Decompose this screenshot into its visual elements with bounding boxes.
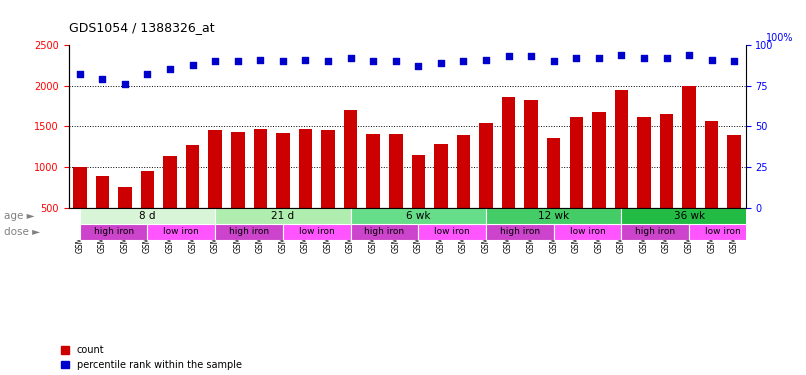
Point xyxy=(592,55,605,61)
Bar xyxy=(592,112,605,207)
Text: high iron: high iron xyxy=(229,227,269,236)
Point xyxy=(683,52,696,58)
Bar xyxy=(164,156,177,207)
Legend: count, percentile rank within the sample: count, percentile rank within the sample xyxy=(61,345,242,370)
Bar xyxy=(486,207,621,224)
Point xyxy=(344,55,357,61)
Bar xyxy=(147,224,215,240)
Bar xyxy=(80,224,147,240)
Text: high iron: high iron xyxy=(364,227,405,236)
Point xyxy=(412,63,425,69)
Point xyxy=(638,55,650,61)
Bar xyxy=(547,138,560,207)
Bar xyxy=(525,100,538,207)
Point xyxy=(502,53,515,59)
Text: 36 wk: 36 wk xyxy=(674,211,704,220)
Point xyxy=(231,58,244,64)
Bar xyxy=(96,176,109,207)
Bar xyxy=(457,135,470,207)
Bar xyxy=(141,171,154,207)
Text: 21 d: 21 d xyxy=(272,211,294,220)
Text: 6 wk: 6 wk xyxy=(406,211,430,220)
Text: dose ►: dose ► xyxy=(4,227,40,237)
Point xyxy=(254,57,267,63)
Text: high iron: high iron xyxy=(500,227,540,236)
Point xyxy=(525,53,538,59)
Bar xyxy=(689,224,757,240)
Bar xyxy=(615,90,628,207)
Bar xyxy=(73,167,86,207)
Point xyxy=(73,71,86,77)
Text: high iron: high iron xyxy=(93,227,134,236)
Bar xyxy=(480,123,492,207)
Text: GDS1054 / 1388326_at: GDS1054 / 1388326_at xyxy=(69,21,214,34)
Bar xyxy=(638,117,650,207)
Point xyxy=(322,58,334,64)
Text: high iron: high iron xyxy=(635,227,675,236)
Point xyxy=(367,58,380,64)
Point xyxy=(186,62,199,68)
Text: low iron: low iron xyxy=(570,227,605,236)
Bar xyxy=(434,144,447,207)
Point xyxy=(209,58,222,64)
Point xyxy=(728,58,741,64)
Bar xyxy=(486,224,554,240)
Bar xyxy=(683,86,696,207)
Bar xyxy=(186,145,199,207)
Point xyxy=(480,57,492,63)
Bar xyxy=(209,129,222,207)
Bar xyxy=(389,134,402,207)
Bar xyxy=(276,133,289,207)
Bar xyxy=(412,154,425,207)
Point xyxy=(299,57,312,63)
Bar xyxy=(660,114,673,207)
Text: low iron: low iron xyxy=(299,227,334,236)
Point xyxy=(547,58,560,64)
Bar xyxy=(80,207,215,224)
Bar xyxy=(215,224,283,240)
Bar xyxy=(418,224,486,240)
Point xyxy=(276,58,289,64)
Bar xyxy=(728,135,741,207)
Point xyxy=(141,71,154,77)
Bar xyxy=(344,110,357,207)
Y-axis label: 100%: 100% xyxy=(766,33,793,44)
Point xyxy=(389,58,402,64)
Bar xyxy=(621,207,757,224)
Point xyxy=(570,55,583,61)
Bar xyxy=(299,129,312,207)
Bar xyxy=(367,134,380,207)
Point xyxy=(96,76,109,82)
Point xyxy=(615,52,628,58)
Bar xyxy=(705,122,718,207)
Point xyxy=(434,60,447,66)
Text: age ►: age ► xyxy=(4,211,35,220)
Bar xyxy=(231,132,244,207)
Point xyxy=(164,66,177,72)
Text: low iron: low iron xyxy=(434,227,470,236)
Text: low iron: low iron xyxy=(164,227,199,236)
Bar xyxy=(554,224,621,240)
Bar xyxy=(351,207,486,224)
Point xyxy=(118,81,131,87)
Text: low iron: low iron xyxy=(705,227,741,236)
Bar xyxy=(118,187,131,207)
Bar xyxy=(283,224,351,240)
Bar xyxy=(502,97,515,207)
Point xyxy=(660,55,673,61)
Point xyxy=(705,57,718,63)
Text: 12 wk: 12 wk xyxy=(538,211,569,220)
Bar xyxy=(351,224,418,240)
Bar xyxy=(254,129,267,207)
Bar xyxy=(215,207,351,224)
Bar xyxy=(322,130,334,207)
Point xyxy=(457,58,470,64)
Bar xyxy=(621,224,689,240)
Bar xyxy=(570,117,583,207)
Text: 8 d: 8 d xyxy=(139,211,156,220)
